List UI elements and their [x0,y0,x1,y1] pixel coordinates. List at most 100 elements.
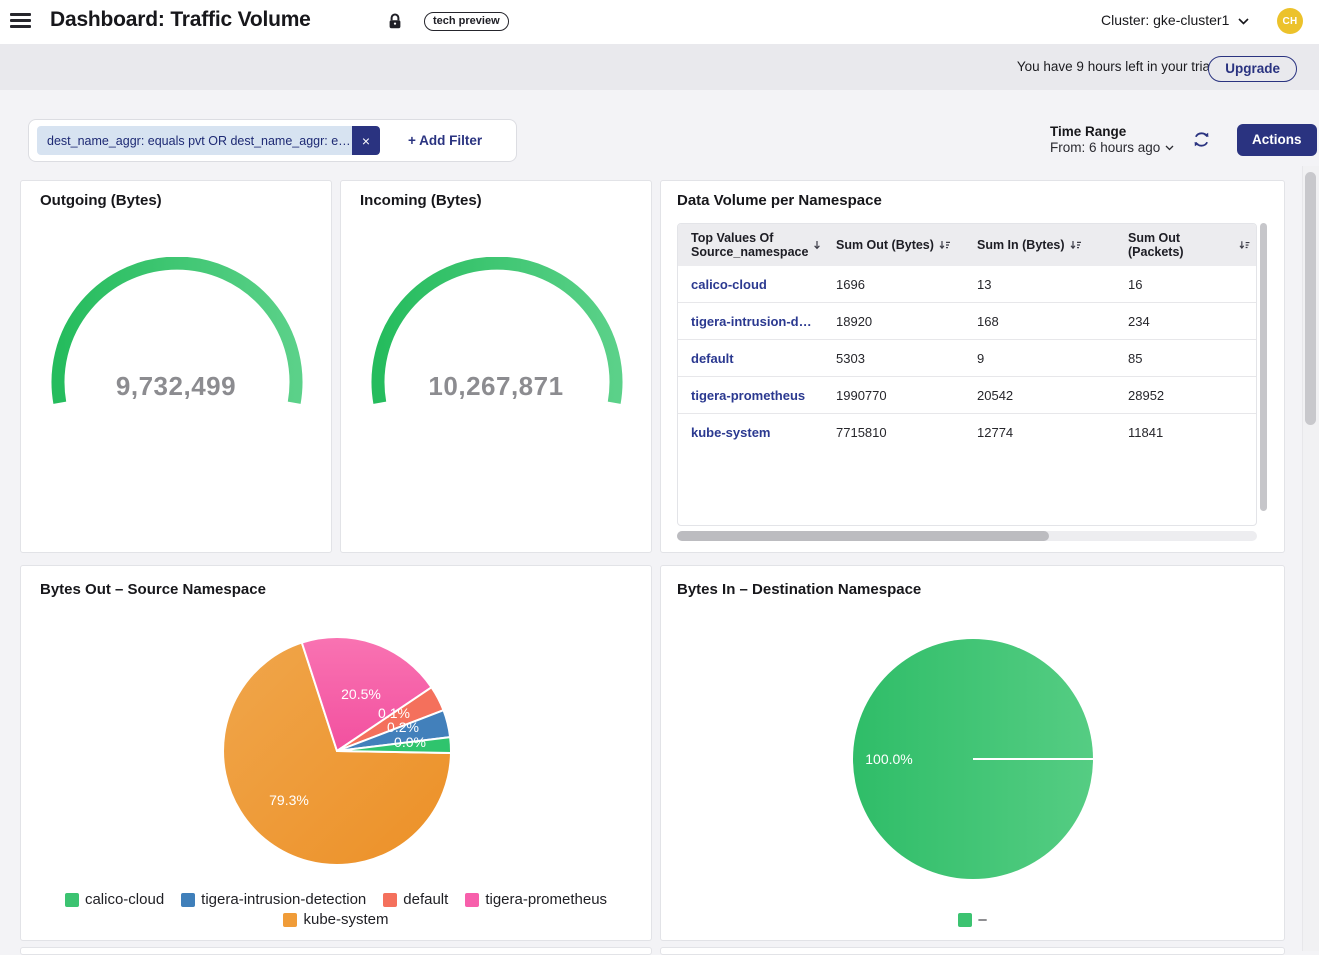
table-row: default 5303 9 85 [678,340,1256,377]
legend: – [661,911,1284,928]
trial-bar: You have 9 hours left in your trial Upgr… [0,44,1319,90]
cell-packets-out: 28952 [1128,387,1165,403]
lock-icon [388,13,402,35]
cell-packets-out: 85 [1128,350,1143,366]
legend-item-tigera-prometheus[interactable]: tigera-prometheus [465,891,607,908]
card-title: Bytes In – Destination Namespace [677,581,922,598]
table-row: calico-cloud 1696 13 16 [678,266,1256,303]
legend-label: tigera-intrusion-detection [201,891,367,908]
cell-sum-out: 7715810 [836,425,887,440]
time-range: Time Range From: 6 hours ago [1050,124,1174,156]
card-outgoing-bytes: Outgoing (Bytes) 9,732,499 [20,180,332,553]
table: Top Values Of Source_namespace Sum Out (… [677,223,1257,526]
sort-amount-icon [1239,240,1250,249]
namespace-link[interactable]: tigera-prometheus [691,387,806,403]
legend-label: tigera-prometheus [485,891,608,908]
actions-button[interactable]: Actions [1237,124,1317,156]
gauge-arc [51,257,303,404]
card-title: Data Volume per Namespace [677,192,882,209]
close-icon: × [361,132,371,149]
page-scrollbar[interactable] [1305,172,1316,425]
namespace-link[interactable]: kube-system [691,425,771,440]
pie-slice-tigera-prometheus[interactable] [300,636,433,752]
cell-sum-in: 12774 [977,425,1014,440]
pie-chart [853,639,1093,879]
hamburger-icon [10,13,31,16]
card-bytes-in-pie: Bytes In – Destination Namespace 100.0% … [660,565,1285,941]
cell-packets-out: 16 [1128,276,1143,292]
gauge-value: 9,732,499 [115,371,237,401]
legend-label: default [403,891,449,908]
cell-packets-out: 234 [1128,313,1150,329]
legend: calico-cloud tigera-intrusion-detection … [21,891,651,928]
pie-slice-calico-cloud[interactable] [336,736,453,754]
legend-swatch [383,892,398,907]
legend-label: calico-cloud [84,891,165,908]
table-horizontal-scrollbar[interactable] [677,531,1049,541]
add-filter-button[interactable]: + Add Filter [408,133,483,148]
refresh-icon [1194,132,1209,147]
top-bar: Dashboard: Traffic Volume tech preview C… [0,0,1319,44]
column-header-source-namespace[interactable]: Top Values Of Source_namespace [678,231,836,259]
column-header-sum-out-packets[interactable]: Sum Out (Packets) [1128,231,1256,259]
slice-label-default: 0.1% [378,705,410,721]
card-data-volume-table: Data Volume per Namespace Top Values Of … [660,180,1285,553]
cell-sum-out: 18920 [836,313,873,329]
next-row-card-partial [20,947,652,955]
avatar[interactable]: CH [1277,8,1303,34]
card-bytes-out-pie: Bytes Out – Source Namespace 20.5% 0.1% … [20,565,652,941]
chevron-down-icon [1238,12,1249,28]
slice-label-tigera-prometheus: 20.5% [341,686,381,702]
chevron-down-icon [1165,145,1174,151]
legend-item-tigera-intrusion-detection[interactable]: tigera-intrusion-detection [181,891,366,908]
namespace-link[interactable]: default [691,350,734,366]
legend-swatch [181,892,196,907]
sort-amount-icon [1070,240,1081,249]
cell-sum-out: 1696 [836,276,865,292]
menu-button[interactable] [8,11,34,33]
upgrade-button[interactable]: Upgrade [1208,56,1297,82]
time-range-label: Time Range [1050,124,1127,139]
legend-item-calico-cloud[interactable]: calico-cloud [64,891,165,908]
time-range-dropdown[interactable]: From: 6 hours ago [1050,140,1174,156]
slice-label-all: 100.0% [865,751,913,767]
namespace-link[interactable]: tigera-intrusion-d… [691,313,812,329]
sort-icon [814,240,821,249]
remove-filter-button[interactable]: × [352,126,380,155]
cell-sum-in: 168 [977,313,999,329]
card-title: Bytes Out – Source Namespace [40,581,266,598]
trial-message: You have 9 hours left in your trial [1016,59,1213,74]
cell-sum-out: 1990770 [836,387,887,403]
column-header-sum-in-bytes[interactable]: Sum In (Bytes) [977,238,1128,252]
table-horizontal-scrollbar-track [677,531,1257,541]
tech-preview-badge: tech preview [424,12,509,31]
namespace-link[interactable]: calico-cloud [691,276,767,292]
legend-item-dash[interactable]: – [958,911,987,928]
cluster-selector[interactable]: Cluster: gke-cluster1 [1101,12,1249,28]
gauge-value: 10,267,871 [428,371,564,401]
filter-chip[interactable]: dest_name_aggr: equals pvt OR dest_name_… [37,126,380,155]
legend-label: – [978,911,987,928]
table-row: kube-system 7715810 12774 11841 [678,414,1256,451]
slice-label-kube-system: 79.3% [269,792,309,808]
table-vertical-scrollbar[interactable] [1260,223,1267,511]
table-row: tigera-prometheus 1990770 20542 28952 [678,377,1256,414]
pie-chart [222,636,453,867]
table-header: Top Values Of Source_namespace Sum Out (… [678,224,1256,266]
pie-slice-kube-system[interactable] [222,641,452,867]
card-title: Incoming (Bytes) [360,192,482,209]
cell-sum-in: 9 [977,350,985,366]
legend-item-default[interactable]: default [383,891,448,908]
legend-label: kube-system [303,911,389,928]
cell-sum-in: 13 [977,276,992,292]
column-header-sum-out-bytes[interactable]: Sum Out (Bytes) [836,238,977,252]
refresh-button[interactable] [1192,130,1211,154]
card-title: Outgoing (Bytes) [40,192,162,209]
legend-swatch [958,912,973,927]
legend-swatch [283,912,298,927]
slice-label-calico-cloud: 0.0% [394,734,426,750]
gauge-arc [371,257,623,404]
card-incoming-bytes: Incoming (Bytes) 10,267,871 [340,180,652,553]
legend-item-kube-system[interactable]: kube-system [283,911,389,928]
cell-sum-out: 5303 [836,350,865,366]
